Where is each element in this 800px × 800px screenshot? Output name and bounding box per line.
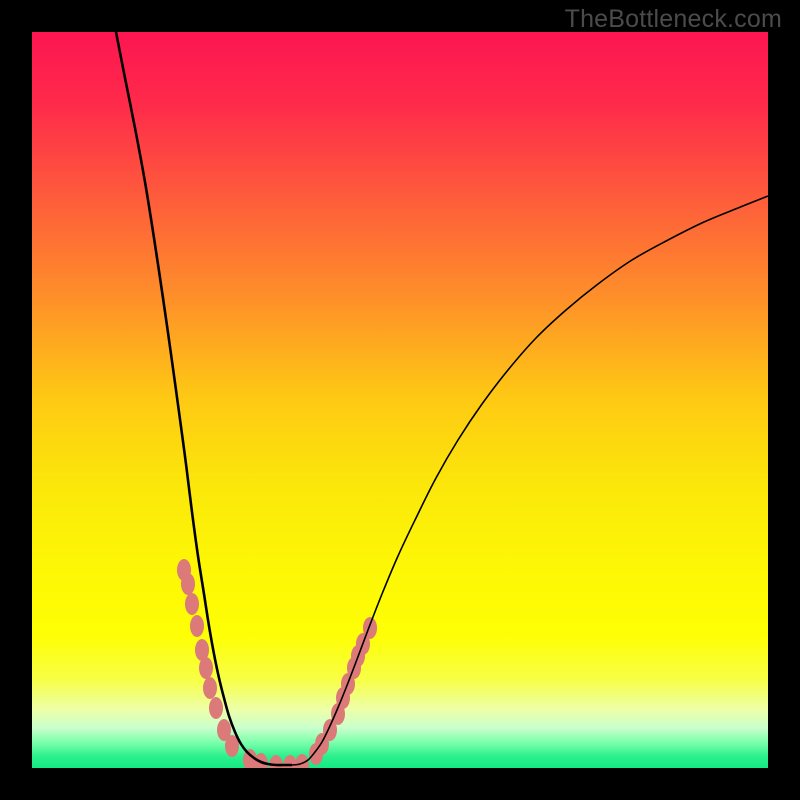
chart-frame: TheBottleneck.com <box>0 0 800 800</box>
data-marker <box>199 657 213 679</box>
watermark-text: TheBottleneck.com <box>565 5 782 34</box>
data-marker <box>203 677 217 699</box>
marker-layer <box>177 559 377 768</box>
data-marker <box>185 593 199 615</box>
data-marker <box>209 697 223 719</box>
plot-area <box>32 32 768 768</box>
data-marker <box>190 615 204 637</box>
data-marker <box>181 573 195 595</box>
chart-svg <box>32 32 768 768</box>
curve-right <box>292 196 768 765</box>
